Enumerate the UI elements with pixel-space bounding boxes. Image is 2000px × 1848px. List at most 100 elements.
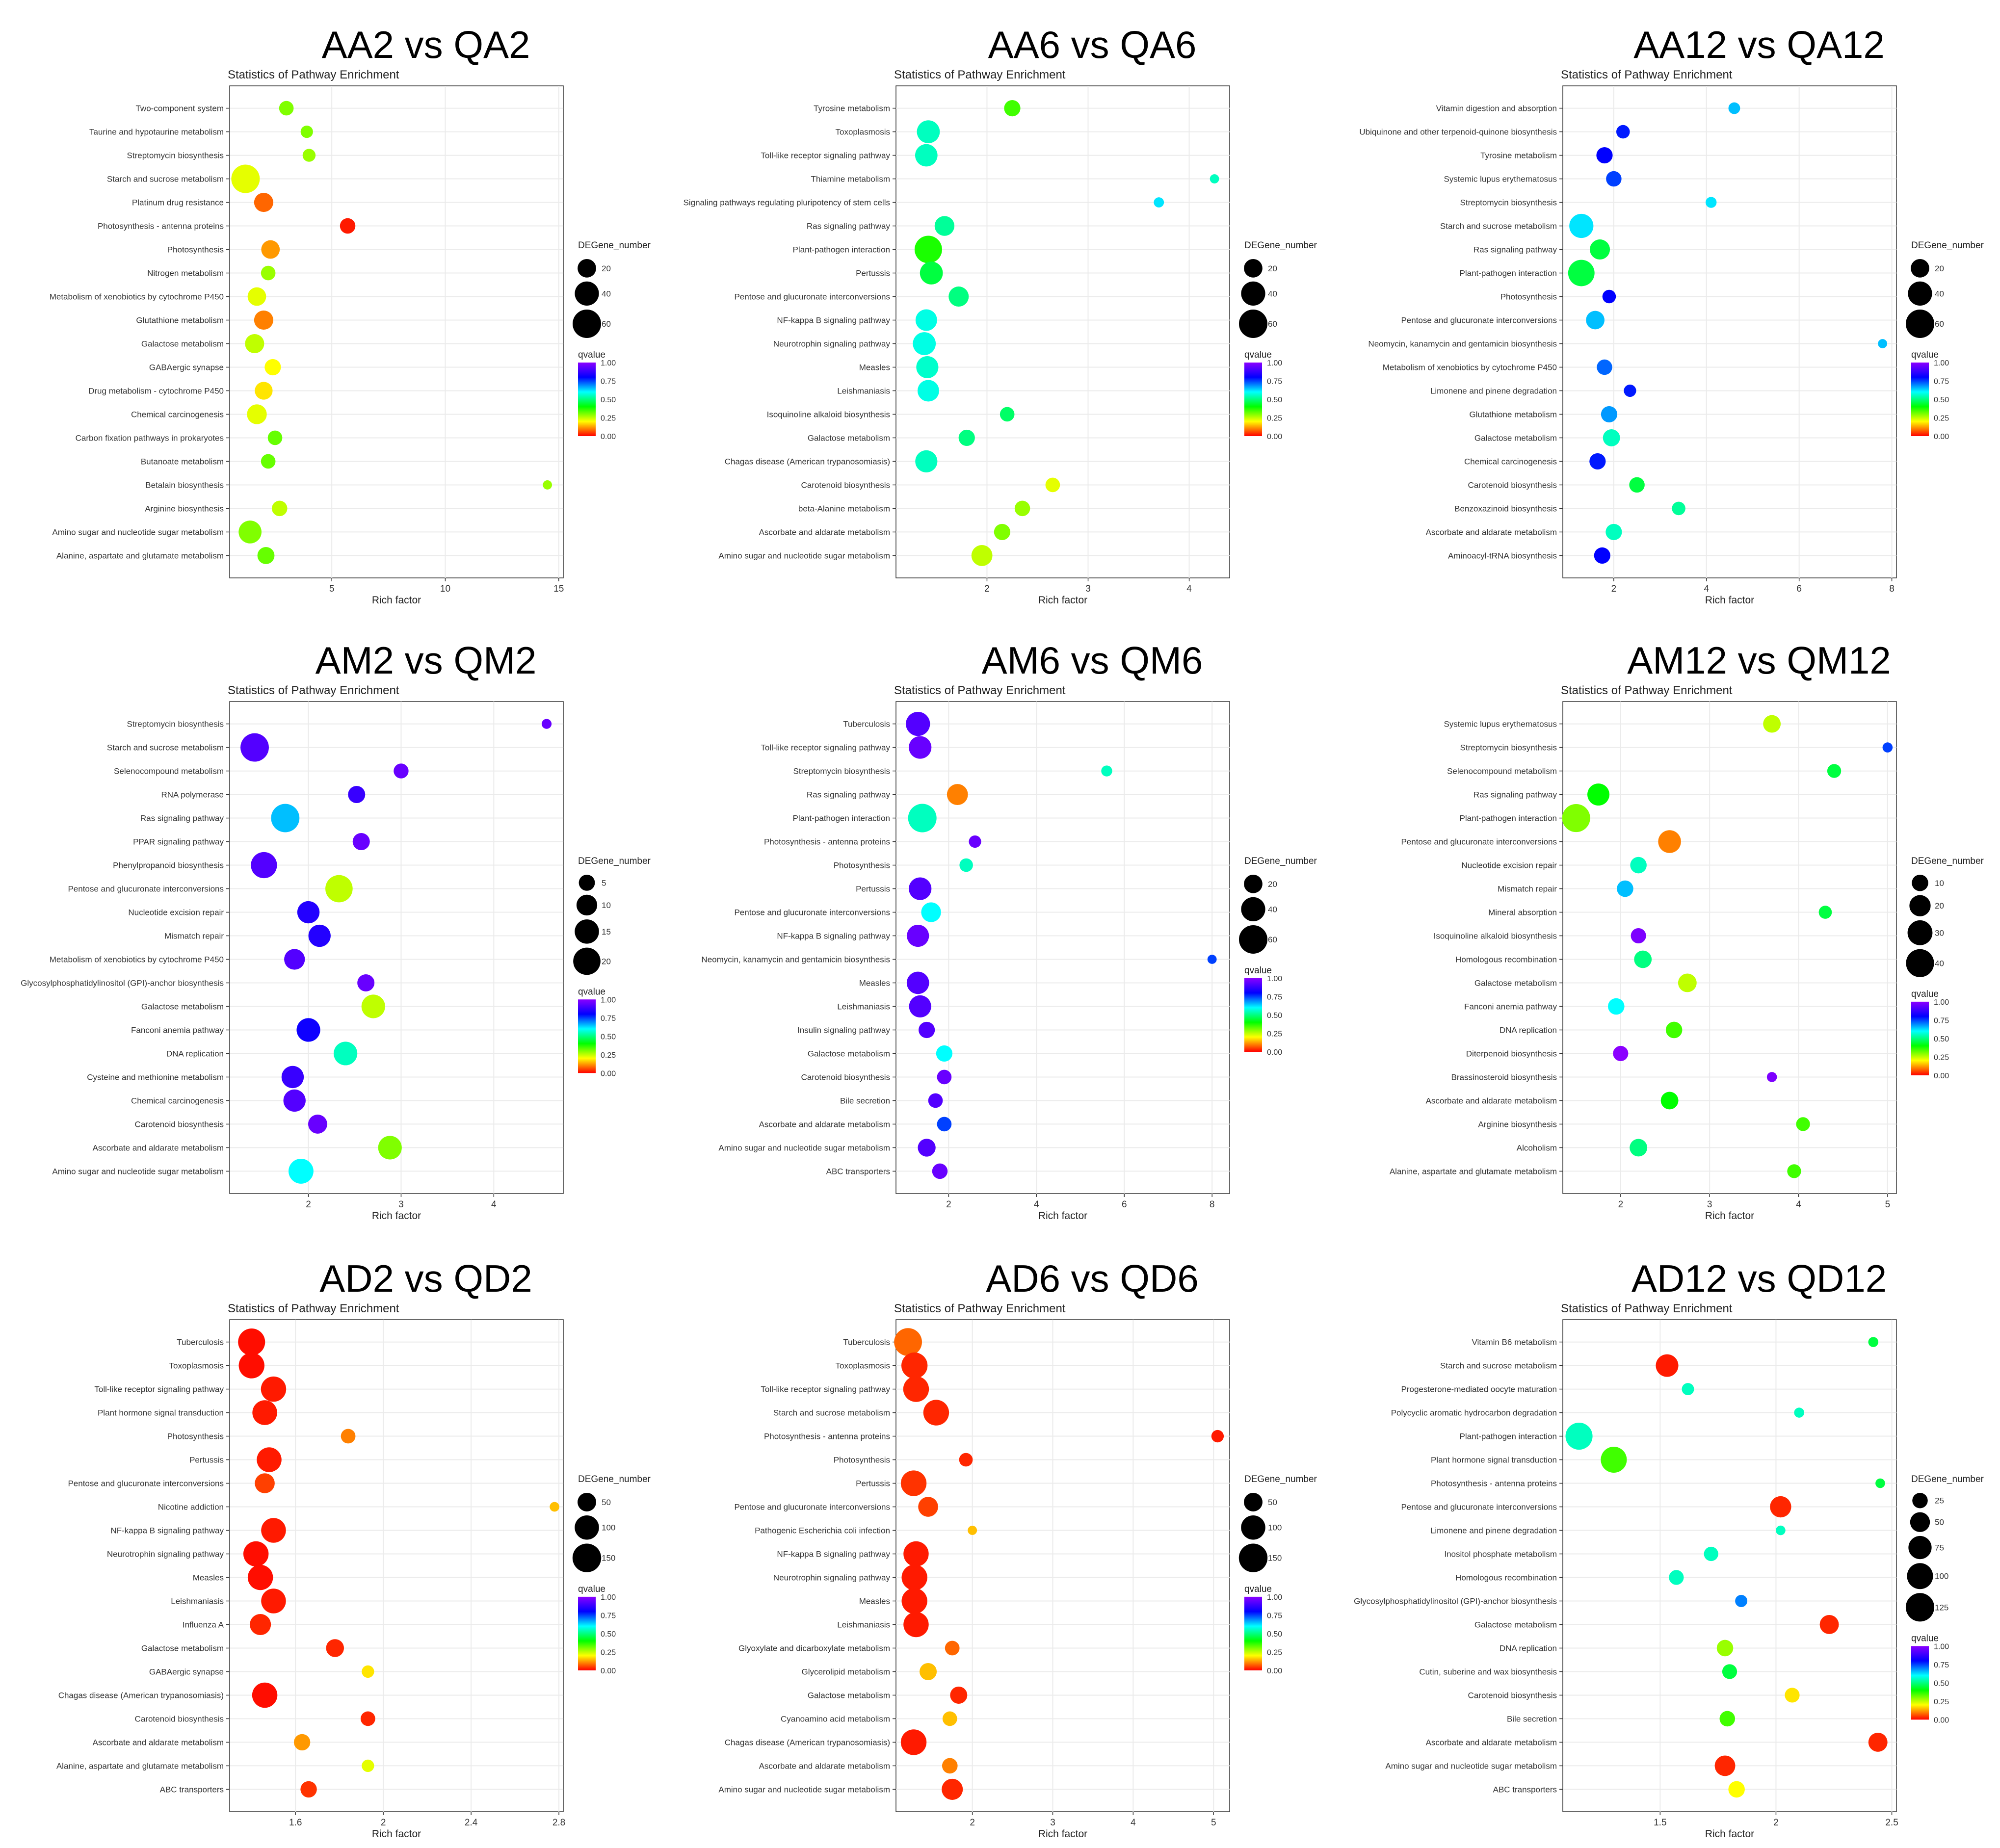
size-legend-label: 75	[1935, 1543, 1944, 1553]
data-point	[950, 1686, 968, 1704]
color-legend-label: 0.50	[1934, 396, 1949, 404]
data-point	[901, 1352, 928, 1379]
color-legend-title: qvalue	[578, 987, 605, 997]
size-legend-label: 50	[602, 1498, 611, 1507]
y-tick-label: Leishmaniasis	[837, 1620, 890, 1629]
y-tick-label: Carotenoid biosynthesis	[135, 1119, 224, 1129]
color-legend-title: qvalue	[578, 1584, 605, 1594]
data-point	[261, 454, 276, 469]
data-point	[894, 1328, 922, 1356]
size-legend-dot	[1905, 309, 1935, 338]
color-legend-bar	[578, 362, 596, 436]
color-legend-label: 0.00	[1267, 1048, 1282, 1057]
y-tick-label: Starch and sucrose metabolism	[1440, 1361, 1557, 1371]
data-point	[1606, 171, 1622, 187]
data-point	[1586, 311, 1605, 330]
data-point	[247, 287, 266, 306]
size-legend-dot	[1906, 949, 1934, 977]
color-legend-label: 0.50	[1267, 1012, 1282, 1020]
data-point	[1000, 407, 1015, 422]
color-legend-label: 0.75	[1934, 377, 1949, 386]
y-tick-label: Chagas disease (American trypanosomiasis…	[725, 1738, 890, 1747]
y-tick-label: Galactose metabolism	[1474, 433, 1557, 442]
color-legend-label: 1.00	[1267, 1593, 1282, 1602]
data-point	[261, 1588, 286, 1614]
color-legend-label: 0.50	[1934, 1035, 1949, 1043]
data-point	[1716, 1640, 1734, 1657]
y-tick-label: Toxoplasmosis	[169, 1361, 224, 1371]
y-tick-label: Polycyclic aromatic hydrocarbon degradat…	[1391, 1408, 1557, 1418]
data-point	[255, 1473, 275, 1493]
y-tick-label: Carbon fixation pathways in prokaryotes	[76, 433, 224, 442]
color-legend-label: 0.75	[601, 377, 616, 386]
y-tick-label: Pertussis	[189, 1456, 224, 1465]
chart-subtitle: Statistics of Pathway Enrichment	[894, 684, 1066, 697]
size-legend-label: 10	[1935, 879, 1944, 888]
color-legend-label: 1.00	[1934, 998, 1949, 1007]
chart-title: AD12 vs QD12	[1632, 1257, 1887, 1300]
color-legend-label: 0.25	[1934, 1698, 1949, 1706]
x-tick-label: 4	[1131, 1818, 1136, 1828]
y-tick-label: Progesterone-mediated oocyte maturation	[1401, 1385, 1557, 1394]
x-tick-label: 8	[1889, 584, 1895, 594]
data-point	[1590, 239, 1610, 260]
color-legend-bar	[1244, 978, 1262, 1052]
y-tick-label: Toxoplasmosis	[836, 1361, 891, 1371]
data-point	[362, 1665, 374, 1678]
x-tick-label: 3	[398, 1199, 404, 1210]
plot-frame	[1562, 1319, 1897, 1812]
size-legend-dot	[1908, 1536, 1932, 1560]
y-tick-label: Streptomycin biosynthesis	[1460, 743, 1557, 753]
data-point	[272, 500, 288, 517]
chart-title: AM2 vs QM2	[316, 639, 537, 682]
y-tick-label: NF-kappa B signaling pathway	[777, 1550, 890, 1559]
color-legend-label: 1.00	[1267, 975, 1282, 983]
data-point	[550, 1502, 559, 1512]
y-tick-label: Selenocompound metabolism	[114, 767, 224, 776]
data-point	[1656, 1354, 1679, 1377]
data-point	[300, 1781, 317, 1798]
data-point	[255, 382, 273, 400]
y-tick-label: Glycosylphosphatidylinositol (GPI)-ancho…	[21, 978, 224, 988]
size-legend-label: 10	[602, 901, 611, 910]
data-point	[1587, 783, 1610, 806]
x-tick-label: 2	[381, 1818, 386, 1828]
y-tick-label: PPAR signaling pathway	[133, 837, 224, 847]
x-tick-label: 15	[553, 584, 564, 594]
plot-frame	[1562, 701, 1897, 1194]
x-tick-label: 5	[329, 584, 335, 594]
size-legend-title: DEGene_number	[578, 1474, 651, 1484]
y-tick-label: Carotenoid biosynthesis	[135, 1714, 224, 1723]
y-tick-label: Galactose metabolism	[808, 1691, 890, 1700]
size-legend-dot	[1241, 1515, 1265, 1540]
y-tick-label: Inositol phosphate metabolism	[1444, 1550, 1557, 1559]
size-legend-dot	[578, 259, 596, 278]
y-tick-label: Chagas disease (American trypanosomiasis…	[725, 457, 890, 466]
size-legend-label: 125	[1935, 1603, 1948, 1612]
data-point	[257, 547, 275, 564]
data-point	[909, 995, 931, 1018]
data-point	[915, 309, 937, 331]
color-legend-bar	[1244, 1596, 1262, 1670]
y-tick-label: Pertussis	[856, 885, 890, 894]
color-legend-title: qvalue	[1911, 350, 1939, 360]
y-tick-label: Limonene and pinene degradation	[1430, 386, 1557, 395]
data-point	[909, 877, 932, 900]
data-point	[1613, 1045, 1629, 1061]
y-tick-label: Metabolism of xenobiotics by cytochrome …	[50, 292, 224, 302]
y-tick-label: ABC transporters	[826, 1167, 890, 1176]
size-legend-label: 60	[602, 319, 611, 329]
y-tick-label: NF-kappa B signaling pathway	[110, 1526, 224, 1536]
data-point	[918, 1139, 936, 1157]
data-point	[994, 523, 1010, 541]
y-tick-label: Starch and sucrose metabolism	[1440, 222, 1557, 231]
y-tick-label: Plant hormone signal transduction	[98, 1408, 224, 1418]
data-point	[243, 1541, 269, 1567]
data-point	[1629, 477, 1645, 493]
data-point	[308, 924, 331, 947]
data-point	[251, 852, 277, 879]
y-tick-label: Streptomycin biosynthesis	[793, 767, 890, 776]
color-legend-label: 0.25	[1267, 1648, 1282, 1657]
data-point	[1763, 715, 1781, 733]
x-axis-label: Rich factor	[1705, 1210, 1754, 1222]
